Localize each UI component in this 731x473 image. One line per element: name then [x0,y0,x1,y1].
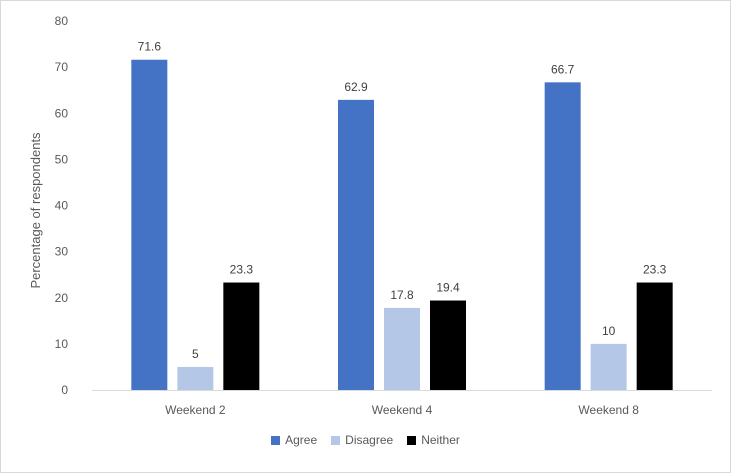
data-label: 5 [192,347,199,361]
x-tick-label: Weekend 2 [165,403,226,417]
bar-agree-1 [131,59,168,391]
legend-item-neither: Neither [407,433,460,447]
category-labels: Weekend 2 Weekend 4 Weekend 8 [165,403,639,417]
y-tick-label: 0 [61,383,68,397]
legend-label: Agree [285,433,318,447]
y-tick-label: 80 [55,14,69,28]
legend-label: Disagree [345,433,394,447]
bars-group: 71.6 5 23.3 62.9 17.8 19.4 66.7 10 23.3 [131,40,673,391]
bar-disagree-2 [384,307,420,390]
data-label: 23.3 [230,263,254,277]
bar-agree-3 [544,82,581,390]
y-tick-label: 40 [55,199,69,213]
y-tick-label: 50 [55,152,69,166]
data-label: 66.7 [551,62,575,76]
legend-swatch [407,435,417,445]
bar-neither-1 [223,282,260,390]
x-tick-label: Weekend 4 [372,403,433,417]
bar-neither-2 [430,300,466,390]
bar-disagree-1 [177,366,214,390]
y-axis-ticks: 0 10 20 30 40 50 60 70 80 [55,14,69,397]
y-tick-label: 60 [55,106,69,120]
x-tick-label: Weekend 8 [578,403,639,417]
bar-agree-2 [338,99,374,390]
legend-swatch [331,435,341,445]
legend-item-agree: Agree [271,433,317,447]
legend-swatch [271,435,281,445]
y-tick-label: 10 [55,337,69,351]
legend: Agree Disagree Neither [0,433,731,447]
data-label: 19.4 [436,281,460,295]
legend-label: Neither [421,433,460,447]
data-label: 17.8 [390,288,414,302]
bar-disagree-3 [590,343,627,390]
legend-item-disagree: Disagree [331,433,393,447]
data-label: 62.9 [344,80,368,94]
y-tick-label: 70 [55,60,69,74]
data-label: 71.6 [138,40,162,54]
data-label: 10 [602,324,616,338]
bar-neither-3 [636,282,673,390]
data-label: 23.3 [643,263,667,277]
y-tick-label: 20 [55,291,69,305]
y-tick-label: 30 [55,245,69,259]
y-axis-label: Percentage of respondents [28,132,43,289]
